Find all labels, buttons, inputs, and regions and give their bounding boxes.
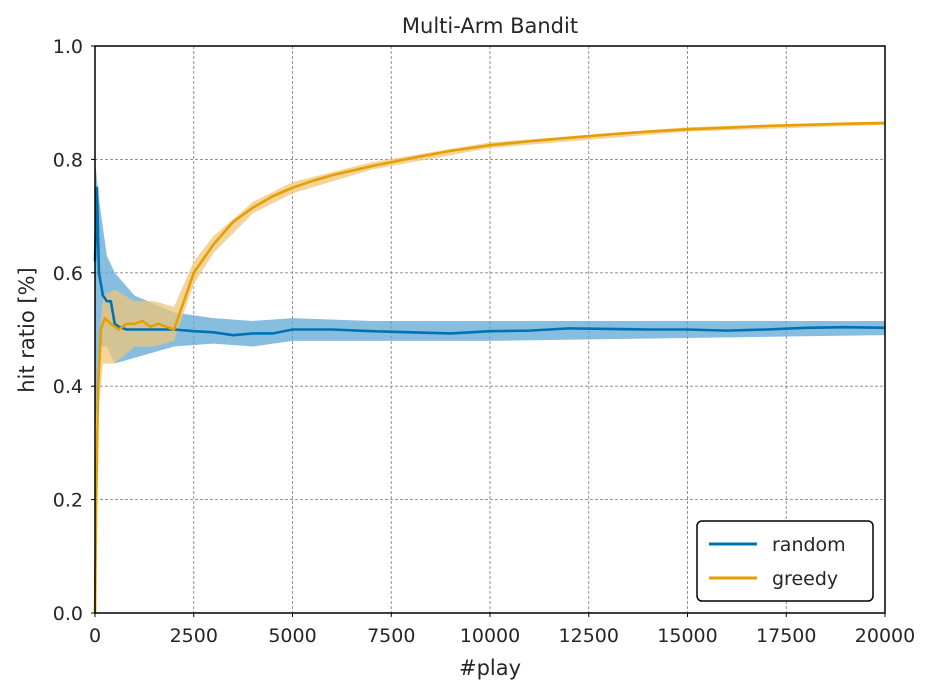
chart-title: Multi-Arm Bandit (402, 14, 578, 38)
x-tick-label: 0 (89, 625, 101, 647)
y-tick-label: 0.0 (53, 603, 83, 625)
x-axis-label: #play (459, 656, 521, 680)
y-tick-label: 0.2 (53, 490, 83, 512)
legend-label-greedy: greedy (772, 568, 838, 590)
x-tick-label: 12500 (559, 625, 619, 647)
x-tick-label: 15000 (657, 625, 717, 647)
legend-box (696, 520, 874, 602)
y-tick-label: 0.6 (53, 263, 83, 285)
y-tick-label: 0.8 (53, 149, 83, 171)
legend: random greedy (696, 520, 874, 602)
x-tick-label: 17500 (756, 625, 816, 647)
legend-label-random: random (772, 534, 846, 556)
x-tick-label: 10000 (460, 625, 520, 647)
x-tick-label: 7500 (367, 625, 415, 647)
x-tick-label: 20000 (855, 625, 915, 647)
grid (95, 46, 885, 613)
series-line-random (93, 186, 886, 337)
x-tick-label: 2500 (170, 625, 218, 647)
series-line-greedy (93, 121, 886, 614)
y-tick-label: 0.4 (53, 376, 83, 398)
x-tick-label: 5000 (268, 625, 316, 647)
y-axis-ticks: 0.0 0.2 0.4 0.6 0.8 1.0 (53, 36, 95, 625)
series-lines (93, 121, 886, 614)
y-axis-label: hit ratio [%] (15, 267, 39, 393)
x-axis-ticks: 0 2500 5000 7500 10000 12500 15000 17500 20000 (89, 613, 915, 647)
y-tick-label: 1.0 (53, 36, 83, 58)
